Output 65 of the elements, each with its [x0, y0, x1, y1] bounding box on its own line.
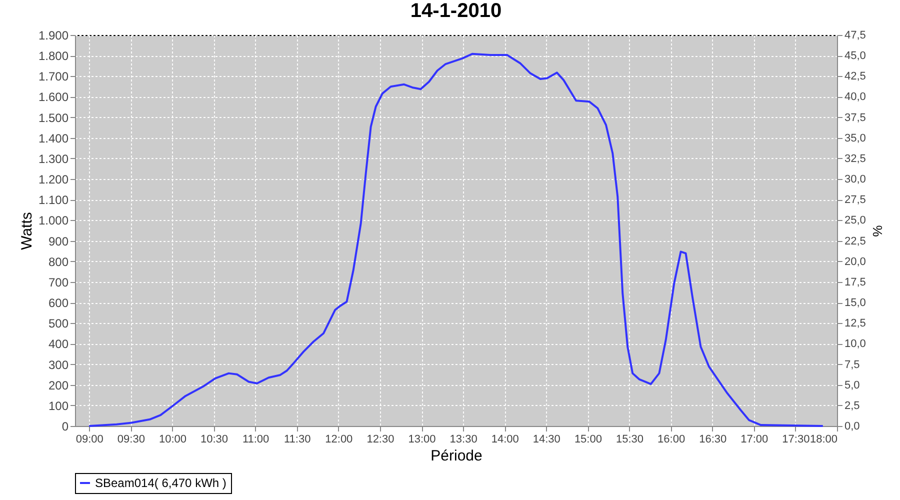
x-tick-label: 13:30 — [450, 434, 478, 446]
y2-axis-title: % — [870, 225, 885, 238]
x-tick-label: 13:00 — [408, 434, 436, 446]
x-tick-label: 14:30 — [532, 434, 560, 446]
y2-tick-label: 15,0 — [844, 297, 866, 310]
y-tick-label: 100 — [48, 398, 69, 413]
x-tick-label: 09:00 — [76, 434, 104, 446]
chart-title: 14-1-2010 — [410, 0, 502, 22]
y2-tick-label: 37,5 — [844, 112, 866, 124]
x-axis-title: Période — [430, 448, 482, 464]
y2-tick-label: 45,0 — [844, 50, 866, 62]
x-tick-label: 15:00 — [574, 434, 602, 446]
y2-tick-label: 7,5 — [844, 358, 860, 371]
y2-tick-label: 32,5 — [844, 152, 866, 165]
x-tick-label: 10:30 — [200, 434, 228, 446]
x-tick-label: 16:00 — [658, 434, 686, 446]
y-tick-label: 1.500 — [38, 110, 69, 125]
line-series — [88, 52, 824, 427]
y2-tick-label: 2,5 — [844, 400, 860, 412]
y2-tick-label: 17,5 — [844, 276, 866, 288]
y-tick-label: 400 — [48, 337, 69, 352]
y2-tick-label: 42,5 — [844, 70, 866, 83]
y-tick-label: 700 — [48, 275, 69, 290]
y-tick-label: 1.100 — [38, 193, 69, 208]
y2-tick-label: 20,0 — [844, 256, 866, 268]
x-tick-label: 10:00 — [158, 434, 186, 446]
y-tick-label: 1.000 — [38, 214, 69, 228]
legend-label: SBeam014( 6,470 kWh ) — [95, 476, 226, 490]
x-tick-label: 14:00 — [491, 434, 519, 446]
y2-tick-label: 30,0 — [844, 174, 866, 186]
y-tick-label: 500 — [48, 316, 69, 331]
x-tick-label: 12:30 — [366, 434, 394, 446]
y-tick-label: 600 — [48, 296, 69, 310]
x-tick-label: 11:00 — [242, 434, 270, 446]
x-tick-label: 12:00 — [325, 434, 353, 446]
y-tick-label: 1.300 — [38, 152, 69, 166]
x-tick-label: 11:30 — [284, 434, 311, 446]
y2-tick-label: 47,5 — [844, 30, 866, 42]
y2-tick-label: 10,0 — [844, 338, 866, 350]
x-tick-label: 17:30 — [782, 434, 810, 446]
y2-tick-label: 40,0 — [844, 91, 866, 104]
y-tick-label: 1.900 — [38, 28, 69, 42]
y-tick-label: 0 — [62, 420, 69, 434]
y2-tick-label: 0,0 — [844, 420, 860, 432]
x-tick-label: 15:30 — [616, 434, 644, 446]
y2-tick-label: 5,0 — [844, 379, 860, 392]
y2-tick-label: 27,5 — [844, 194, 866, 206]
y-tick-label: 200 — [48, 378, 69, 392]
x-tick-label: 18:00 — [810, 434, 838, 446]
y-tick-label: 1.700 — [38, 70, 69, 84]
x-tick-label: 09:30 — [117, 434, 145, 446]
y-tick-label: 1.600 — [38, 90, 69, 104]
y2-tick-label: 12,5 — [844, 318, 866, 330]
y-tick-label: 900 — [48, 234, 69, 248]
y2-tick-label: 35,0 — [844, 132, 866, 144]
y-tick-label: 1.400 — [38, 131, 69, 146]
y-tick-label: 800 — [48, 254, 69, 269]
y-axis-title: Watts — [18, 212, 36, 250]
x-tick-label: 17:00 — [740, 434, 768, 446]
y2-tick-label: 25,0 — [844, 214, 866, 227]
y-tick-label: 1.200 — [38, 172, 69, 187]
y-tick-label: 300 — [48, 358, 69, 372]
x-tick-label: 16:30 — [699, 434, 727, 446]
y-tick-label: 1.800 — [38, 49, 69, 64]
y2-tick-label: 22,5 — [844, 235, 866, 248]
